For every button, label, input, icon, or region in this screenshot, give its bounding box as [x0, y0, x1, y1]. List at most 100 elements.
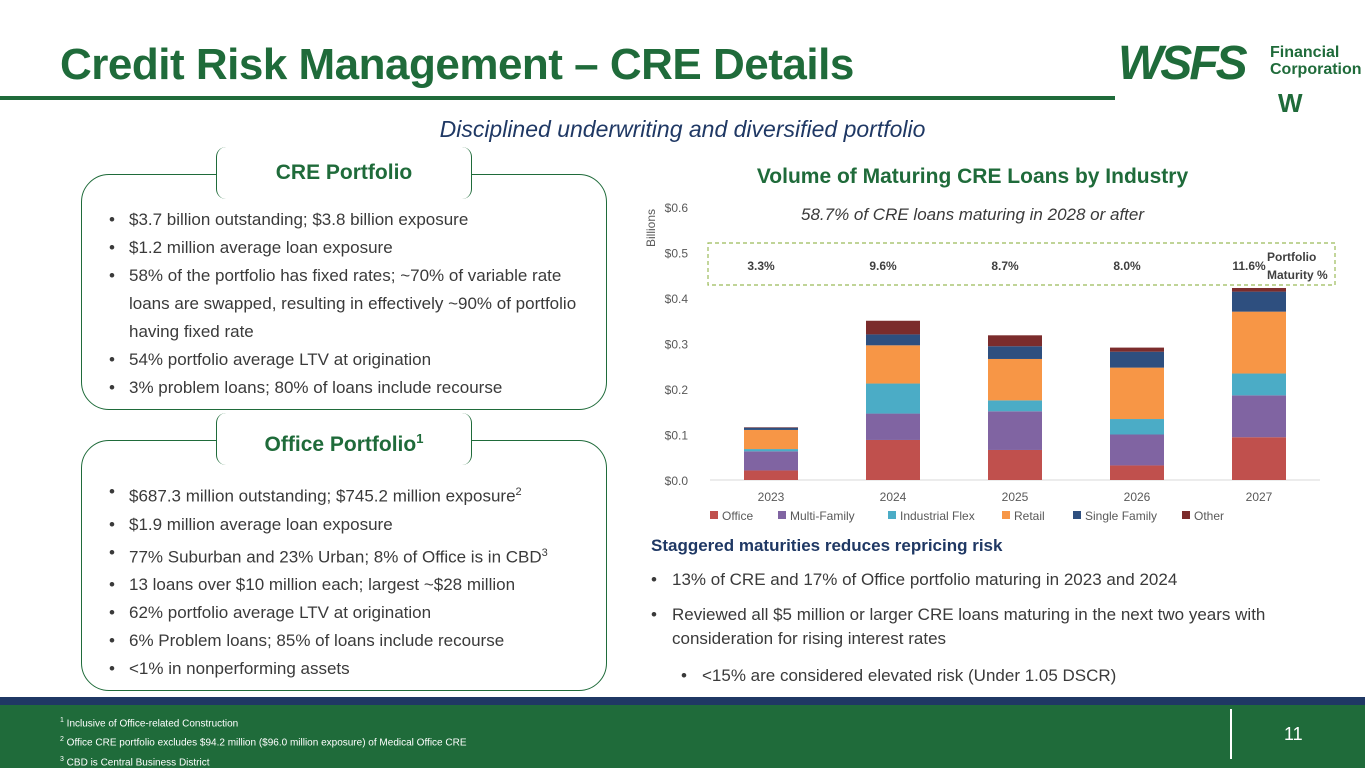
footnote: 1 Inclusive of Office-related Constructi…: [60, 713, 467, 732]
cre-bullet: 54% portfolio average LTV at origination: [105, 346, 595, 374]
maturity-chart: $0.0 $0.1 $0.2 $0.3 $0.4 $0.5 $0.6 Billions 2023…: [644, 201, 1336, 523]
footnote-marker: 3: [60, 755, 64, 763]
bar-segment-multi-family: [744, 451, 798, 471]
bar-segment-industrial-flex: [866, 383, 920, 414]
office-portfolio-heading: Office Portfolio1: [216, 413, 472, 465]
cre-bullet-list: $3.7 billion outstanding; $3.8 billion e…: [105, 206, 595, 402]
footer-band: [0, 697, 1365, 705]
office-bullet: 6% Problem loans; 85% of loans include r…: [105, 627, 595, 655]
footnote-marker: 1: [60, 717, 64, 724]
cre-bullet: 3% problem loans; 80% of loans include r…: [105, 374, 595, 402]
office-bullet-footnote: 3: [541, 546, 548, 559]
office-bullet-text: 6% Problem loans; 85% of loans include r…: [129, 631, 505, 651]
office-bullet: 13 loans over $10 million each; largest …: [105, 571, 595, 599]
legend-swatch: [1182, 511, 1190, 519]
cre-heading-text: CRE Portfolio: [275, 161, 413, 184]
bar-segment-office: [988, 449, 1042, 480]
legend-label: Industrial Flex: [900, 509, 975, 523]
maturity-pct-label: 11.6%: [1232, 259, 1266, 273]
page-subtitle: Disciplined underwriting and diversified…: [439, 116, 926, 142]
maturity-pct-label: 8.7%: [991, 259, 1019, 273]
office-bullet-text: 13 loans over $10 million each; largest …: [129, 575, 516, 595]
office-bullet: $1.9 million average loan exposure: [105, 511, 595, 539]
y-axis-label: Billions: [644, 209, 658, 247]
x-tick-label: 2026: [1124, 490, 1151, 504]
legend-label: Retail: [1014, 509, 1045, 523]
office-bullet-list: $687.3 million outstanding; $745.2 milli…: [105, 478, 595, 683]
y-tick-label: $0.0: [665, 474, 689, 488]
maturity-pct-box: [707, 242, 1336, 286]
footnote: 2 Office CRE portfolio excludes $94.2 mi…: [60, 732, 467, 751]
page-number: 11: [1284, 724, 1303, 744]
legend-swatch: [1073, 511, 1081, 519]
logo-line-2: Corporation: [1270, 61, 1362, 78]
office-bullet: $687.3 million outstanding; $745.2 milli…: [105, 478, 595, 511]
bar-segment-multi-family: [1110, 434, 1164, 466]
legend-swatch: [888, 511, 896, 519]
bar-segment-single-family: [1110, 351, 1164, 368]
bar-segment-other: [1110, 347, 1164, 352]
footnote: 3 CBD is Central Business District: [60, 752, 467, 768]
bar-segment-multi-family: [988, 411, 1042, 450]
maturity-label-line-1: Portfolio: [1267, 250, 1316, 264]
y-tick-label: $0.5: [665, 247, 689, 261]
x-tick-label: 2024: [880, 490, 907, 504]
office-bullet-text: $1.9 million average loan exposure: [129, 514, 393, 534]
page-title: Credit Risk Management – CRE Details: [60, 40, 854, 89]
office-bullet-text: <1% in nonperforming assets: [129, 659, 350, 679]
staggered-bullet: Reviewed all $5 million or larger CRE lo…: [651, 603, 1341, 651]
logo-subtext: Financial Corporation: [1270, 44, 1362, 78]
bar-segment-office: [1110, 465, 1164, 480]
office-bullet: 77% Suburban and 23% Urban; 8% of Office…: [105, 539, 595, 572]
bar-segment-office: [1232, 437, 1286, 480]
footnote-text: Inclusive of Office-related Construction: [63, 718, 239, 730]
cre-bullet: $3.7 billion outstanding; $3.8 billion e…: [105, 206, 595, 234]
staggered-heading: Staggered maturities reduces repricing r…: [651, 536, 1003, 555]
bar-segment-retail: [988, 358, 1042, 401]
bar-segment-retail: [1232, 311, 1286, 374]
footnote-text: Office CRE portfolio excludes $94.2 mill…: [63, 737, 467, 749]
legend-label: Other: [1194, 509, 1224, 523]
office-heading-text: Office Portfolio: [264, 433, 417, 456]
maturity-label-line-2: Maturity %: [1267, 268, 1328, 282]
bar-segment-single-family: [1232, 291, 1286, 312]
legend-label: Office: [722, 509, 753, 523]
staggered-bullet: <15% are considered elevated risk (Under…: [681, 664, 1321, 688]
bar-segment-office: [744, 470, 798, 480]
footer-divider: [1230, 709, 1232, 759]
office-bullet-footnote: 2: [515, 486, 522, 498]
legend-swatch: [778, 511, 786, 519]
staggered-sub-bullet: <15% are considered elevated risk (Under…: [681, 664, 1321, 688]
logo-w-mark: W: [1278, 88, 1303, 118]
bar-segment-industrial-flex: [744, 449, 798, 452]
maturity-pct-label: 8.0%: [1113, 259, 1141, 273]
bar-segment-retail: [1110, 367, 1164, 420]
logo-wordmark: WSFS: [1118, 37, 1248, 90]
title-rule: [0, 96, 1115, 100]
y-tick-label: $0.1: [665, 429, 689, 443]
footer: [0, 705, 1365, 768]
x-tick-label: 2023: [758, 490, 785, 504]
chart-subtitle: 58.7% of CRE loans maturing in 2028 or a…: [800, 205, 1145, 224]
staggered-bullet: 13% of CRE and 17% of Office portfolio m…: [651, 568, 1341, 592]
staggered-bullet-1: 13% of CRE and 17% of Office portfolio m…: [651, 568, 1341, 592]
x-tick-label: 2025: [1002, 490, 1029, 504]
legend-label: Multi-Family: [790, 509, 855, 523]
footnote-text: CBD is Central Business District: [63, 756, 210, 768]
wsfs-logo: WSFS Financial Corporation W: [1118, 37, 1362, 118]
cre-bullet: 58% of the portfolio has fixed rates; ~7…: [105, 262, 595, 346]
cre-portfolio-heading: CRE Portfolio: [216, 147, 472, 199]
legend-swatch: [1002, 511, 1010, 519]
bar-segment-single-family: [744, 427, 798, 430]
chart-title: Volume of Maturing CRE Loans by Industry: [756, 165, 1189, 188]
y-tick-label: $0.2: [665, 383, 689, 397]
legend-label: Single Family: [1085, 509, 1157, 523]
office-bullet: 62% portfolio average LTV at origination: [105, 599, 595, 627]
footnotes: 1 Inclusive of Office-related Constructi…: [60, 713, 467, 768]
footnote-marker: 2: [60, 736, 64, 744]
maturity-pct-label: 9.6%: [869, 259, 897, 273]
office-bullet-text: $687.3 million outstanding; $745.2 milli…: [129, 486, 516, 506]
office-bullet-text: 77% Suburban and 23% Urban; 8% of Office…: [129, 547, 542, 567]
cre-bullet: $1.2 million average loan exposure: [105, 234, 595, 262]
staggered-bullet-2: Reviewed all $5 million or larger CRE lo…: [651, 603, 1341, 651]
